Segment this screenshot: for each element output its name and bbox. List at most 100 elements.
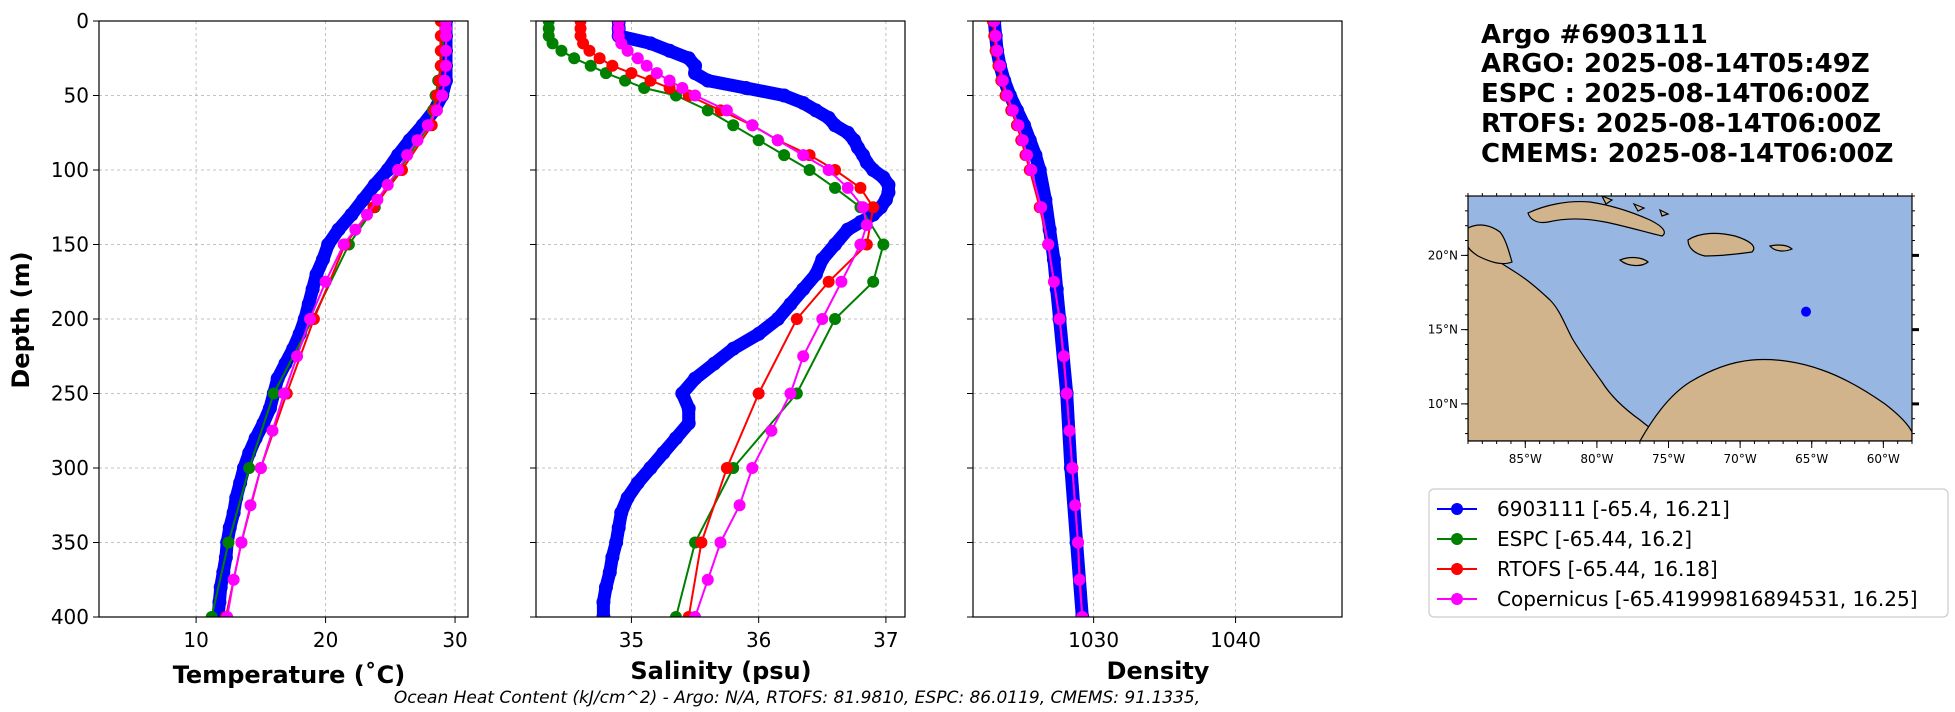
map-land: [1468, 196, 1912, 441]
salinity-6903111-point: [840, 222, 855, 237]
map-lon-label: 65°W: [1795, 452, 1828, 466]
temperature-6903111-point: [301, 297, 316, 312]
salinity-copernicus-point: [835, 275, 848, 288]
temperature-copernicus-point: [319, 275, 332, 288]
salinity-6903111-point: [777, 88, 792, 103]
density-6903111-point: [1028, 148, 1043, 163]
salinity-rtofs-point: [822, 275, 835, 288]
salinity-6903111-point: [815, 252, 830, 267]
x-tick-label: 10: [183, 628, 208, 652]
salinity-6903111-point: [751, 326, 766, 341]
salinity-copernicus-point: [841, 181, 854, 194]
legend-entry: ESPC [-65.44, 16.2]: [1437, 527, 1692, 551]
legend: 6903111 [-65.4, 16.21] ESPC [-65.44, 16.2…: [1428, 488, 1949, 618]
salinity-copernicus-point: [650, 67, 663, 80]
density-copernicus-point: [1035, 201, 1048, 214]
salinity-copernicus-point: [714, 536, 727, 549]
map-ticks: 85°W 80°W 75°W 70°W 65°W 60°W 20°N 15°N 10°N: [1428, 193, 1919, 466]
density-copernicus-point: [996, 74, 1009, 87]
salinity-copernicus-point: [733, 499, 746, 512]
map-lon-label: 80°W: [1580, 452, 1613, 466]
salinity-6903111-point: [866, 163, 881, 177]
density-copernicus-point: [991, 44, 1004, 57]
temperature-copernicus-point: [371, 193, 384, 206]
density-series: [986, 21, 1090, 617]
salinity-copernicus-point: [784, 387, 797, 400]
salinity-6903111-point: [681, 401, 696, 416]
salinity-rtofs-point: [695, 536, 708, 549]
salinity-copernicus-point: [857, 201, 870, 214]
salinity-copernicus-point: [822, 164, 835, 176]
temperature-copernicus-point: [221, 611, 234, 617]
salinity-6903111-point: [700, 73, 715, 88]
salinity-copernicus-point: [663, 74, 676, 87]
y-tick-label: 300: [51, 456, 89, 480]
density-copernicus-point: [1001, 89, 1014, 102]
salinity-6903111-point: [796, 282, 811, 297]
salinity-6903111-point: [726, 341, 741, 356]
density-copernicus-point: [1006, 104, 1019, 117]
salinity-6903111-point: [675, 386, 690, 401]
density-xlabel: Density: [1107, 657, 1210, 685]
salinity-6903111-point: [656, 446, 671, 461]
legend-entry: Copernicus [-65.41999816894531, 16.25]: [1437, 587, 1918, 611]
salinity-copernicus-point: [631, 52, 644, 65]
temperature-copernicus-point: [254, 462, 267, 474]
legend-swatch-marker: [1451, 593, 1463, 605]
legend-label: Copernicus [-65.41999816894531, 16.25]: [1497, 587, 1918, 611]
salinity-6903111-point: [596, 610, 611, 617]
title-rtofs-time: RTOFS: 2025-08-14T06:00Z: [1481, 109, 1881, 139]
salinity-6903111-point: [707, 356, 722, 371]
temperature-6903111-point: [315, 252, 330, 267]
temperature-6903111-point: [270, 371, 285, 386]
temperature-6903111-point: [309, 267, 324, 282]
temperature-series-clip: [205, 21, 453, 617]
land-south-america: [1639, 358, 1912, 441]
density-copernicus-point: [1042, 238, 1055, 251]
salinity-rtofs-point: [720, 462, 733, 474]
salinity-axes-frame: [535, 20, 906, 618]
salinity-6903111-point: [614, 505, 629, 520]
land-jamaica: [1618, 256, 1649, 267]
salinity-6903111-point: [643, 36, 658, 51]
temperature-copernicus-point: [381, 178, 394, 191]
temperature-copernicus-point: [439, 44, 452, 57]
temperature-copernicus-point: [227, 573, 240, 586]
salinity-rtofs-point: [854, 181, 867, 194]
salinity-copernicus-point: [689, 611, 702, 617]
salinity-espc-point: [568, 52, 581, 65]
y-tick-label: 50: [64, 84, 89, 108]
salinity-espc-point: [877, 238, 890, 251]
salinity-espc-point: [778, 149, 791, 162]
salinity-copernicus-point: [689, 89, 702, 102]
salinity-6903111-point: [630, 475, 645, 490]
x-tick-label: 37: [873, 628, 898, 652]
temperature-espc-point: [267, 387, 280, 400]
x-tick-label: 1030: [1068, 628, 1119, 652]
temperature-axes-frame: [98, 20, 469, 618]
density-copernicus-point: [1076, 611, 1089, 617]
density-copernicus-point: [1020, 149, 1033, 162]
x-tick-label: 30: [442, 628, 467, 652]
temperature-copernicus-point: [266, 424, 279, 437]
salinity-6903111-point: [808, 103, 823, 118]
temperature-6903111-point: [278, 356, 293, 371]
legend-swatch-marker: [1451, 563, 1463, 575]
temperature-ticks: 0 50 100 150 200 250 300 350 400 10 20 30: [51, 9, 468, 652]
title-espc-time: ESPC : 2025-08-14T06:00Z: [1481, 79, 1870, 109]
temperature-gridlines: [99, 20, 468, 618]
density-series-clip: [986, 21, 1090, 617]
ocean-heat-content-footer: Ocean Heat Content (kJ/cm^2) - Argo: N/A…: [394, 688, 1200, 708]
salinity-espc-point: [546, 37, 559, 50]
temperature-copernicus-point: [304, 313, 317, 325]
salinity-6903111-point: [609, 535, 624, 550]
density-copernicus-point: [1012, 119, 1025, 132]
x-tick-label: 1040: [1210, 628, 1261, 652]
salinity-copernicus-point: [816, 313, 829, 325]
temperature-panel: 0 50 100 150 200 250 300 350 400 10 20 30 Temperatu…: [7, 9, 469, 689]
salinity-rtofs-point: [593, 52, 606, 65]
salinity-copernicus-point: [640, 59, 653, 72]
land-hispaniola: [1687, 232, 1755, 257]
density-copernicus-point: [1069, 499, 1082, 512]
temperature-copernicus-point: [244, 499, 257, 512]
